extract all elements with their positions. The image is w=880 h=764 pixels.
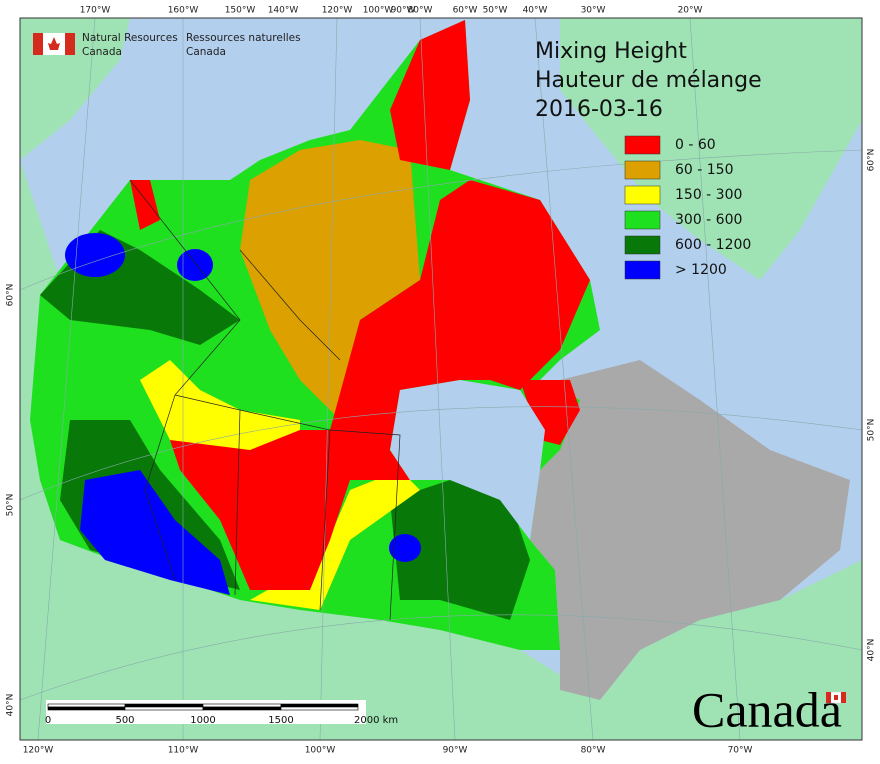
hudson-bay	[390, 380, 545, 540]
graticule-label: 90°W	[443, 746, 468, 756]
usa-land	[20, 160, 862, 740]
zone-red	[390, 20, 470, 170]
flag-bar	[65, 33, 75, 55]
agency-fr: Canada	[186, 46, 226, 58]
graticule-label: 40°N	[867, 639, 877, 662]
zone-red	[130, 180, 160, 230]
legend-label: 150 - 300	[675, 187, 742, 203]
graticule-label: 30°W	[581, 6, 606, 16]
greenland	[560, 18, 862, 280]
scale-segment	[124, 703, 204, 708]
zone-yellow	[250, 470, 420, 610]
wordmark: Canada	[692, 681, 842, 737]
flag-bar	[841, 692, 846, 703]
zone-darkgreen	[390, 480, 530, 620]
legend-swatch	[624, 210, 661, 230]
frame	[19, 17, 863, 741]
graticule-label: 160°W	[168, 6, 199, 16]
graticule-label: 170°W	[80, 6, 111, 16]
graticule-label: 40°W	[523, 6, 548, 16]
zone-red	[170, 180, 590, 590]
graticule-label: 60°W	[453, 6, 478, 16]
maple-leaf	[48, 37, 60, 50]
graticule-label: 110°W	[168, 746, 199, 756]
graticule-label: 60°N	[867, 149, 877, 172]
title: Hauteur de mélange	[535, 68, 762, 93]
graticule-label: 120°W	[23, 746, 54, 756]
zone-blue	[177, 249, 213, 281]
scale-segment	[202, 706, 282, 711]
date: 2016-03-16	[535, 97, 663, 122]
scale-segment	[202, 703, 282, 708]
graticule-label: 100°W	[363, 6, 394, 16]
zone-blue	[65, 233, 125, 277]
title: Mixing Height	[535, 39, 687, 64]
legend-label: 0 - 60	[675, 137, 716, 153]
graticule-label: 80°W	[581, 746, 606, 756]
graticule-label: 80°W	[408, 6, 433, 16]
zone-blue	[80, 470, 230, 595]
legend-swatch	[624, 135, 661, 155]
graticule-label: 90°W	[391, 6, 416, 16]
zone-orange	[240, 140, 420, 420]
scale-segment	[280, 706, 359, 711]
graticule-label: 100°W	[305, 746, 336, 756]
agency-en: Canada	[82, 46, 122, 58]
scale-segment	[124, 706, 204, 711]
legend-swatch	[624, 235, 661, 255]
scale-segment	[280, 703, 359, 708]
scale-label: 1500	[268, 715, 293, 726]
graticule-label: 50°N	[867, 419, 877, 442]
scale-segment	[47, 703, 126, 708]
scale-label: 2000 km	[354, 715, 398, 726]
agency-fr: Ressources naturelles	[186, 32, 301, 44]
zone-red	[520, 380, 580, 445]
scale-label: 500	[115, 715, 134, 726]
legend-swatch	[624, 185, 661, 205]
legend-label: 300 - 600	[675, 212, 742, 228]
graticule-label: 20°W	[678, 6, 703, 16]
zone-blue	[389, 534, 421, 562]
flag-bar	[33, 33, 43, 55]
graticule-label: 150°W	[225, 6, 256, 16]
graticule-label: 140°W	[268, 6, 299, 16]
flag-bar	[826, 692, 831, 703]
scale-segment	[47, 706, 126, 711]
graticule	[19, 17, 863, 741]
borders	[129, 179, 401, 621]
no-data-region	[530, 360, 850, 700]
legend-swatch	[624, 160, 661, 180]
graticule-label: 50°W	[483, 6, 508, 16]
graticule-label: 60°N	[6, 284, 16, 307]
legend-label: 60 - 150	[675, 162, 734, 178]
graticule-label: 40°N	[6, 694, 16, 717]
graticule-label: 70°W	[728, 746, 753, 756]
legend-label: > 1200	[675, 262, 727, 278]
graticule-label: 120°W	[322, 6, 353, 16]
maple-leaf	[834, 695, 838, 700]
agency-en: Natural Resources	[82, 32, 178, 44]
scale-label: 0	[45, 715, 51, 726]
graticule-label: 50°N	[6, 494, 16, 517]
legend-swatch	[624, 260, 661, 280]
legend-label: 600 - 1200	[675, 237, 751, 253]
scale-label: 1000	[190, 715, 215, 726]
